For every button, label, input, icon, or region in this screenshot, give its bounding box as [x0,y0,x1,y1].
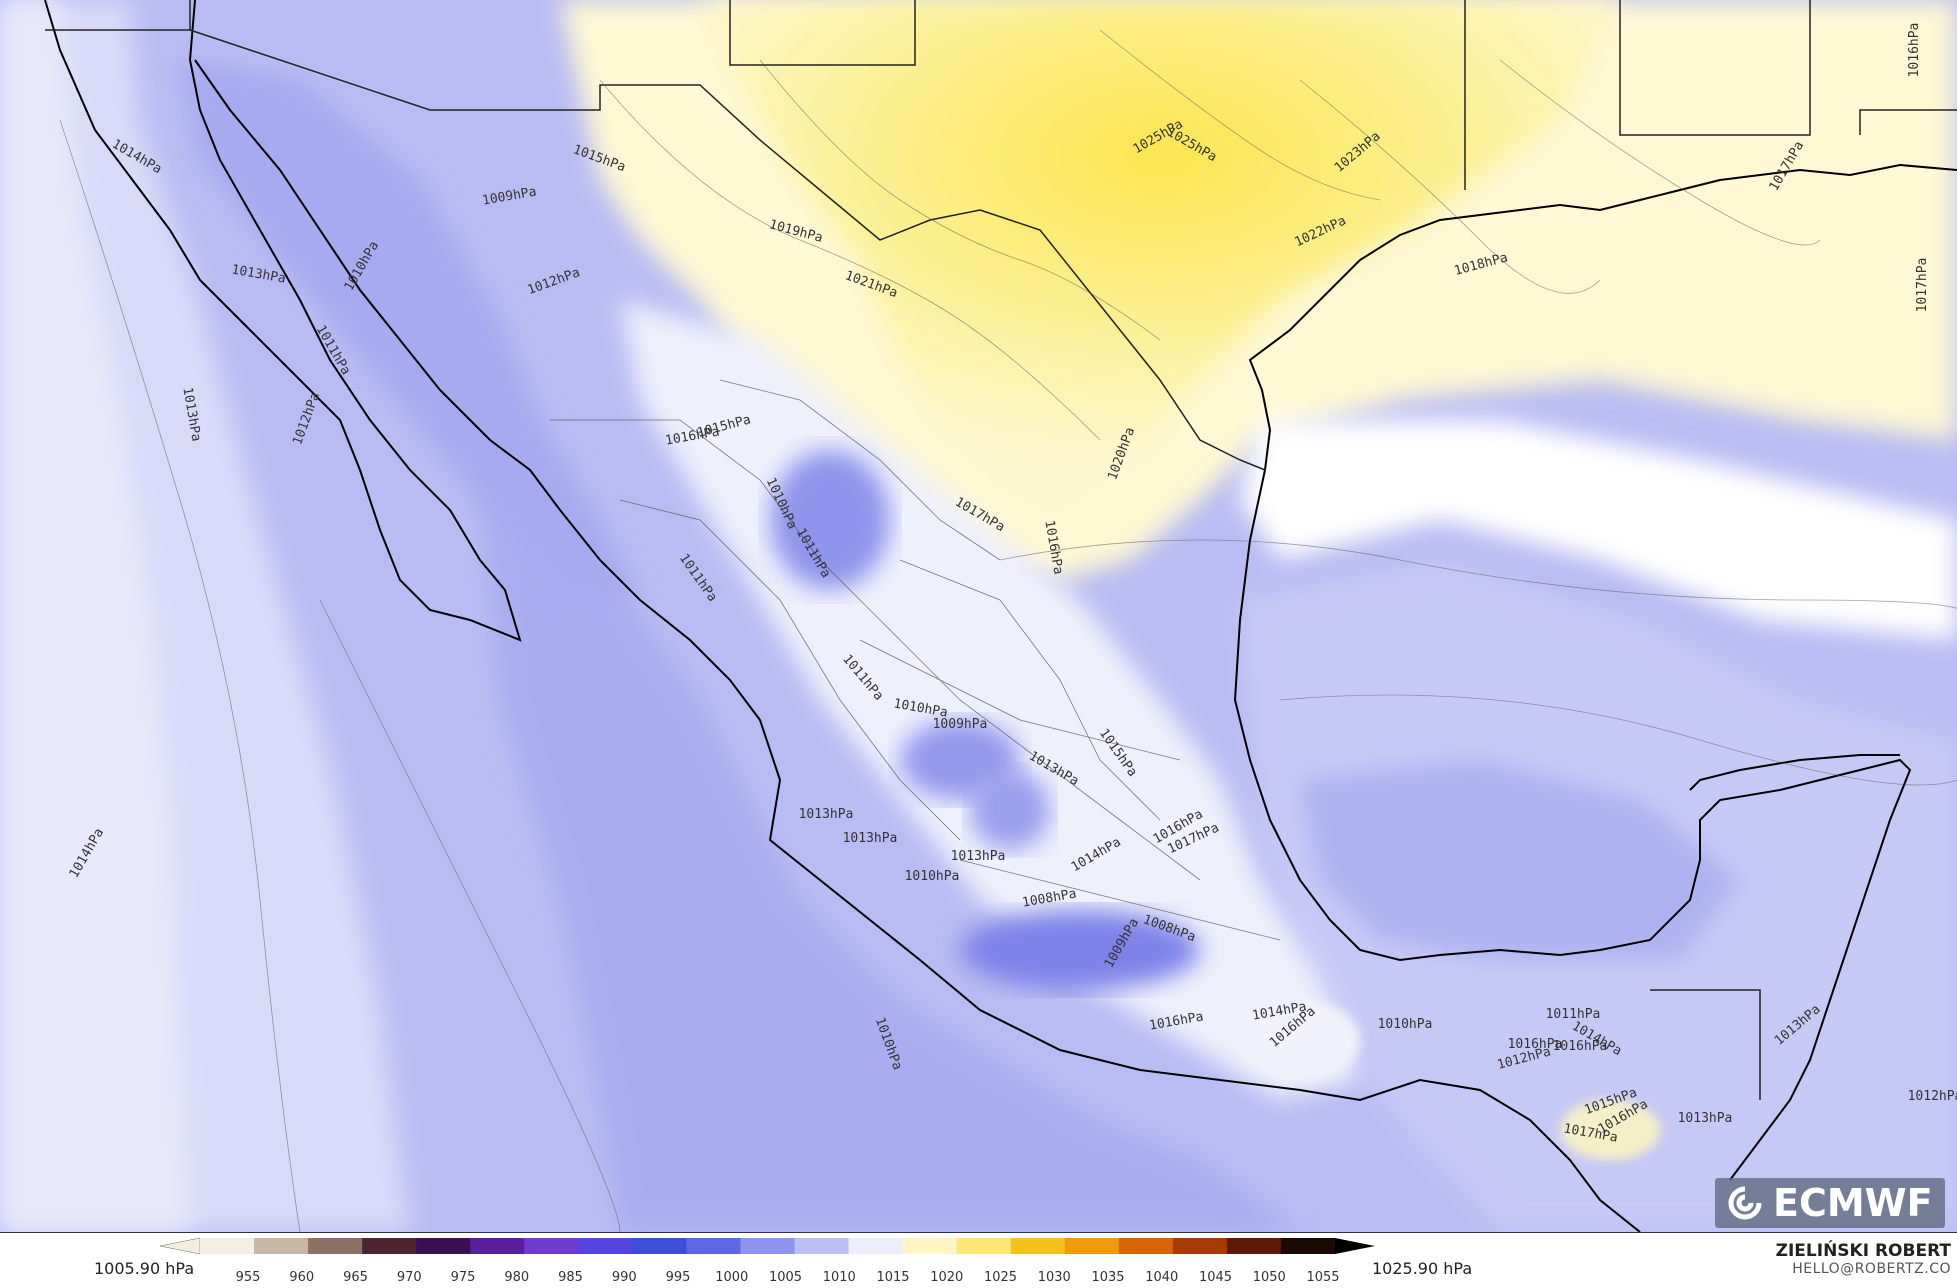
colorbar-tick-label: 975 [451,1270,476,1285]
isobar-label: 1013hPa [799,807,854,822]
colorbar-segment [956,1238,1012,1254]
colorbar-segment [740,1238,796,1254]
credits-author: ZIELIŃSKI ROBERT [1775,1241,1951,1261]
coastlines [44,0,1957,1232]
colorbar-segment [1280,1238,1336,1254]
colorbar-tick-label: 970 [397,1270,422,1285]
colorbar-tick-label: 995 [666,1270,691,1285]
pressure-field-low-south [960,910,1200,990]
pressure-field-high-core [700,0,1620,520]
isobar-label: 1010hPa [905,869,960,884]
isobar-label: 1013hPa [1678,1111,1733,1126]
isobar-label: 1017hPa [1915,258,1930,313]
colorbar-segment [308,1238,363,1254]
colorbar-segment [794,1238,850,1254]
colorbar-tick-label: 1030 [1038,1270,1071,1285]
colorbar-segment [524,1238,579,1254]
colorbar-tick-label: 1055 [1306,1270,1339,1285]
colorbar-segment [200,1238,255,1254]
pressure-field-high-guatemala [1560,1100,1660,1160]
colorbar-segment [416,1238,471,1254]
colorbar-tick-label: 965 [343,1270,368,1285]
colorbar-segment [1226,1238,1282,1254]
colorbar: 955 960 965 970 975 980 985 990 995 1000 1005 1010 1… [159,1237,1375,1285]
isobar-label: 1013hPa [951,849,1006,864]
colorbar-segment [1010,1238,1066,1254]
ecmwf-swirl-icon [1728,1186,1762,1220]
colorbar-tick-label: 1040 [1145,1270,1178,1285]
colorbar-tick-label: 1035 [1091,1270,1124,1285]
pressure-field-far-west [0,0,190,1232]
credits: ZIELIŃSKI ROBERT HELLO@ROBERTZ.CO [1776,1241,1951,1277]
ecmwf-logo: ECMWF [1715,1178,1945,1228]
colorbar-segment [254,1238,309,1254]
isobar-label: 1013hPa [843,831,898,846]
colorbar-tick-label: 1010 [823,1270,856,1285]
pressure-field-gulf-south [1300,760,1740,960]
colorbar-segment [362,1238,417,1254]
isobar-label: 1016hPa [1907,23,1922,78]
pressure-field-high-oaxaca [1240,1000,1360,1080]
colorbar-tick-label: 1025 [984,1270,1017,1285]
colorbar-tick-label: 1020 [930,1270,963,1285]
colorbar-tick-label: 955 [236,1270,261,1285]
colorbar-segment [848,1238,904,1254]
pressure-field-low-mid [970,770,1050,850]
colorbar-segment [632,1238,687,1254]
colorbar-segment [1064,1238,1120,1254]
colorbar-tick-label: 960 [289,1270,314,1285]
colorbar-tick-label: 990 [612,1270,637,1285]
colorbar-tick-label: 1050 [1253,1270,1286,1285]
pressure-field-gulf-white [1240,420,1957,640]
colorbar-tick-label: 1045 [1199,1270,1232,1285]
colorbar-segment [578,1238,633,1254]
colorbar-low-triangle [159,1237,201,1255]
colorbar-segment [1172,1238,1228,1254]
colorbar-segment [902,1238,958,1254]
colorbar-high-triangle [1335,1238,1375,1254]
colorbar-tick-label: 980 [504,1270,529,1285]
colorbar-tick-label: 1015 [876,1270,909,1285]
colorbar-segment [1118,1238,1174,1254]
pressure-field-low-central [770,450,890,590]
isobar-label: 1016hPa [1508,1037,1563,1052]
colorbar-segment [686,1238,741,1254]
isobar-label: 1011hPa [1546,1007,1601,1022]
isobars [59,29,1957,1232]
credits-email: HELLO@ROBERTZ.CO [1792,1261,1951,1277]
isobar-label: 1009hPa [933,717,988,732]
isobar-label: 1012hPa [1908,1089,1957,1104]
legend-max-label: 1025.90 hPa [1372,1259,1473,1278]
colorbar-tick-label: 1005 [769,1270,802,1285]
legend-min-label: 1005.90 hPa [94,1259,195,1278]
isobar-label: 1016hPa [1553,1039,1608,1054]
pressure-field-pacific [480,480,1300,1232]
colorbar-tick-label: 1000 [715,1270,748,1285]
legend-bar: 1005.90 hPa 955 960 965 970 975 980 985 990 995 1… [0,1232,1957,1288]
ecmwf-logo-text: ECMWF [1773,1181,1933,1225]
state-boundaries [550,379,1281,941]
borders [45,0,1957,1100]
colorbar-tick-label: 985 [558,1270,583,1285]
isobar-label: 1010hPa [1378,1017,1433,1032]
colorbar-segment [470,1238,525,1254]
